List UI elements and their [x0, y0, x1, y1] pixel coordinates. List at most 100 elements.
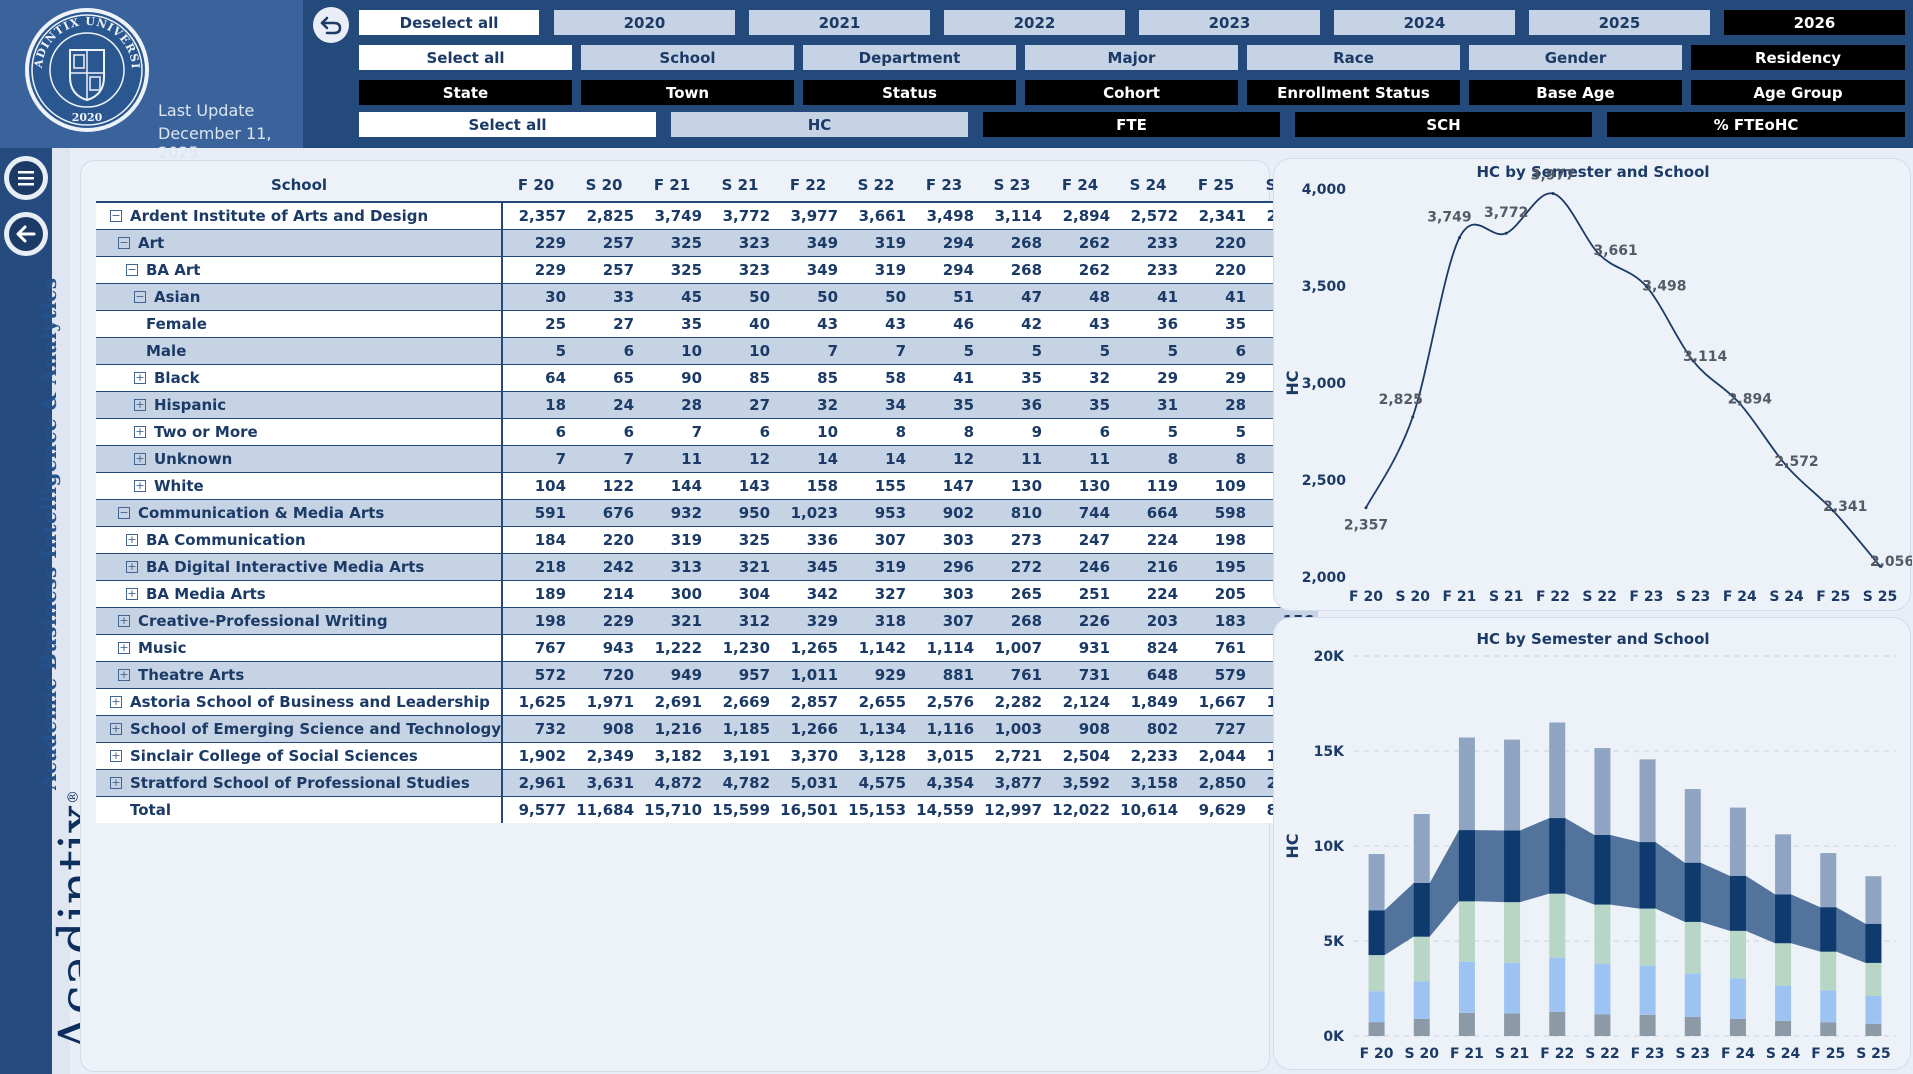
expand-icon[interactable]: + — [134, 371, 146, 384]
table-cell: 1,216 — [638, 715, 707, 742]
row-header-cell: + Astoria School of Business and Leadersh… — [96, 688, 504, 715]
state-filter-button[interactable]: State — [359, 80, 572, 105]
fte-of-hc-metric-button[interactable]: % FTEoHC — [1607, 112, 1905, 137]
expand-icon[interactable]: + — [118, 641, 130, 654]
cohort-filter-button[interactable]: Cohort — [1025, 80, 1238, 105]
data-point — [1411, 415, 1415, 419]
table-cell: 229 — [570, 607, 639, 634]
collapse-icon[interactable]: − — [118, 236, 130, 249]
table-cell: 43 — [1046, 310, 1115, 337]
expand-icon[interactable]: + — [126, 587, 138, 600]
column-header[interactable]: S 24 — [1114, 168, 1183, 203]
table-cell: 183 — [1182, 607, 1251, 634]
table-cell: 2,655 — [842, 688, 911, 715]
select-all-dimensions-button[interactable]: Select all — [359, 45, 572, 70]
x-tick-label: S 22 — [1582, 589, 1616, 605]
expand-icon[interactable]: + — [126, 560, 138, 573]
table-cell: 272 — [978, 553, 1047, 580]
select-all-metrics-button[interactable]: Select all — [359, 112, 656, 137]
total-cell: 15,710 — [638, 796, 707, 823]
major-filter-button[interactable]: Major — [1025, 45, 1238, 70]
table-cell: 1,114 — [910, 634, 979, 661]
table-cell: 220 — [570, 526, 639, 553]
column-header[interactable]: F 25 — [1182, 168, 1251, 203]
collapse-icon[interactable]: − — [126, 263, 138, 276]
column-header[interactable]: F 24 — [1046, 168, 1115, 203]
deselect-all-years-button[interactable]: Deselect all — [359, 10, 539, 35]
bar-segment — [1775, 943, 1792, 986]
table-row: + Creative-Professional Writing 198 229 321 3… — [96, 607, 1319, 634]
bar-segment — [1458, 901, 1475, 962]
previous-page-button[interactable] — [4, 212, 48, 256]
department-filter-button[interactable]: Department — [803, 45, 1016, 70]
fte-metric-button[interactable]: FTE — [983, 112, 1280, 137]
back-button[interactable] — [313, 7, 349, 43]
bar-segment — [1684, 1016, 1701, 1036]
column-header[interactable]: S 23 — [978, 168, 1047, 203]
y-tick-label: 2,500 — [1302, 473, 1347, 489]
table-cell: 30 — [502, 283, 571, 310]
year-2025-button[interactable]: 2025 — [1529, 10, 1710, 35]
row-label: Creative-Professional Writing — [138, 611, 388, 630]
table-cell: 3,631 — [570, 769, 639, 796]
race-filter-button[interactable]: Race — [1247, 45, 1460, 70]
column-header[interactable]: F 23 — [910, 168, 979, 203]
table-cell: 1,849 — [1114, 688, 1183, 715]
expand-icon[interactable]: + — [118, 668, 130, 681]
menu-button[interactable] — [4, 156, 48, 200]
hc-metric-button[interactable]: HC — [671, 112, 968, 137]
table-cell: 1,142 — [842, 634, 911, 661]
column-header[interactable]: F 20 — [502, 168, 571, 203]
column-header[interactable]: S 22 — [842, 168, 911, 203]
year-2023-button[interactable]: 2023 — [1139, 10, 1320, 35]
column-header[interactable]: F 21 — [638, 168, 707, 203]
table-cell: 731 — [1046, 661, 1115, 688]
bar-segment — [1413, 882, 1430, 937]
expand-icon[interactable]: + — [110, 776, 122, 789]
bar-segment — [1594, 1014, 1611, 1036]
year-2020-button[interactable]: 2020 — [554, 10, 735, 35]
column-header-school[interactable]: School — [96, 168, 503, 203]
column-header[interactable]: F 22 — [774, 168, 843, 203]
expand-icon[interactable]: + — [110, 695, 122, 708]
collapse-icon[interactable]: − — [118, 506, 130, 519]
expand-icon[interactable]: + — [110, 722, 122, 735]
table-cell: 35 — [1046, 391, 1115, 418]
bar-segment — [1368, 955, 1385, 992]
data-point — [1504, 231, 1508, 235]
year-2026-button[interactable]: 2026 — [1724, 10, 1905, 35]
row-label: Music — [138, 638, 187, 657]
town-filter-button[interactable]: Town — [581, 80, 794, 105]
year-2022-button[interactable]: 2022 — [944, 10, 1125, 35]
gender-filter-button[interactable]: Gender — [1469, 45, 1682, 70]
sidebar-subtitle: Academic Business Intelligence & Analyti… — [37, 277, 61, 790]
base-age-filter-button[interactable]: Base Age — [1469, 80, 1682, 105]
year-2021-button[interactable]: 2021 — [749, 10, 930, 35]
status-filter-button[interactable]: Status — [803, 80, 1016, 105]
table-cell: 130 — [1046, 472, 1115, 499]
sch-metric-button[interactable]: SCH — [1295, 112, 1592, 137]
expand-icon[interactable]: + — [134, 479, 146, 492]
school-filter-button[interactable]: School — [581, 45, 794, 70]
expand-icon[interactable]: + — [118, 614, 130, 627]
table-cell: 2,850 — [1182, 769, 1251, 796]
expand-icon[interactable]: + — [134, 452, 146, 465]
expand-icon[interactable]: + — [134, 398, 146, 411]
x-tick-label: S 23 — [1676, 589, 1710, 605]
table-cell: 233 — [1114, 256, 1183, 283]
residency-filter-button[interactable]: Residency — [1691, 45, 1905, 70]
column-header[interactable]: S 21 — [706, 168, 775, 203]
table-row: + Astoria School of Business and Leadersh… — [96, 688, 1319, 715]
enrollment-status-filter-button[interactable]: Enrollment Status — [1247, 80, 1460, 105]
total-cell: 11,684 — [570, 796, 639, 823]
collapse-icon[interactable]: − — [110, 209, 122, 223]
collapse-icon[interactable]: − — [134, 290, 146, 303]
expand-icon[interactable]: + — [134, 425, 146, 438]
column-header[interactable]: S 20 — [570, 168, 639, 203]
expand-icon[interactable]: + — [110, 749, 122, 762]
age-group-filter-button[interactable]: Age Group — [1691, 80, 1905, 105]
year-2024-button[interactable]: 2024 — [1334, 10, 1515, 35]
table-cell: 33 — [570, 283, 639, 310]
row-header-cell: + Black — [96, 364, 504, 391]
expand-icon[interactable]: + — [126, 533, 138, 546]
